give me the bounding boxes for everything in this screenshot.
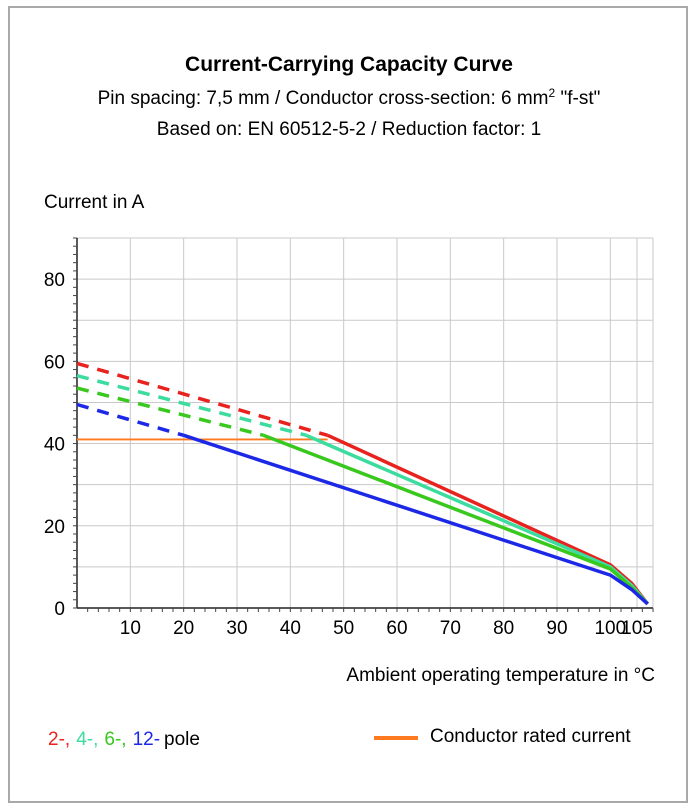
- legend-pole-4: 4-,: [76, 729, 98, 750]
- subtitle-1-prefix: Pin spacing: 7,5 mm / Conductor cross-se…: [98, 88, 549, 109]
- y-tick-label-80: 80: [44, 270, 65, 291]
- legend-pole-12: 12-: [133, 729, 160, 750]
- series-lines: [76, 361, 650, 606]
- axes: [73, 237, 654, 612]
- x-tick-label-80: 80: [493, 618, 514, 639]
- y-tick-label-60: 60: [44, 352, 65, 373]
- series-6--solid: [263, 433, 649, 606]
- x-tick-label-20: 20: [173, 618, 194, 639]
- grid: [77, 237, 654, 608]
- chart-frame: [8, 6, 688, 803]
- x-tick-label-90: 90: [546, 618, 567, 639]
- legend-pole-6: 6-,: [104, 729, 126, 750]
- series-12--solid: [183, 433, 649, 606]
- subtitle-1-sup: 2: [549, 86, 556, 100]
- chart-subtitle-2: Based on: EN 60512-5-2 / Reduction facto…: [157, 119, 541, 140]
- x-tick-label-105: 105: [621, 618, 653, 639]
- y-axis-label: Current in A: [44, 192, 145, 213]
- series-4--solid: [305, 433, 649, 606]
- subtitle-1-suffix: "f-st": [555, 88, 600, 109]
- x-tick-label-30: 30: [226, 618, 247, 639]
- series-2--dashed: [76, 361, 329, 438]
- series-2--solid: [326, 433, 650, 605]
- legend-poles: 2-, 4-, 6-, 12- pole: [48, 729, 200, 750]
- x-tick-label-40: 40: [280, 618, 301, 639]
- series-4--dashed: [76, 374, 307, 438]
- y-tick-label-20: 20: [44, 517, 65, 538]
- y-tick-label-0: 0: [54, 599, 65, 620]
- x-axis-label: Ambient operating temperature in °C: [346, 665, 655, 686]
- x-tick-label-100: 100: [594, 618, 626, 639]
- legend-pole-suffix: pole: [164, 729, 200, 750]
- legend-rated-current-label: Conductor rated current: [430, 726, 631, 747]
- x-tick-label-60: 60: [386, 618, 407, 639]
- series-12--dashed: [76, 402, 185, 438]
- x-tick-label-10: 10: [120, 618, 141, 639]
- chart-title: Current-Carrying Capacity Curve: [185, 53, 513, 76]
- legend-pole-2: 2-,: [48, 729, 70, 750]
- y-tick-label-40: 40: [44, 435, 65, 456]
- x-tick-label-50: 50: [333, 618, 354, 639]
- chart-subtitle-1: Pin spacing: 7,5 mm / Conductor cross-se…: [98, 86, 601, 109]
- series-6--dashed: [76, 386, 265, 438]
- x-tick-label-70: 70: [440, 618, 461, 639]
